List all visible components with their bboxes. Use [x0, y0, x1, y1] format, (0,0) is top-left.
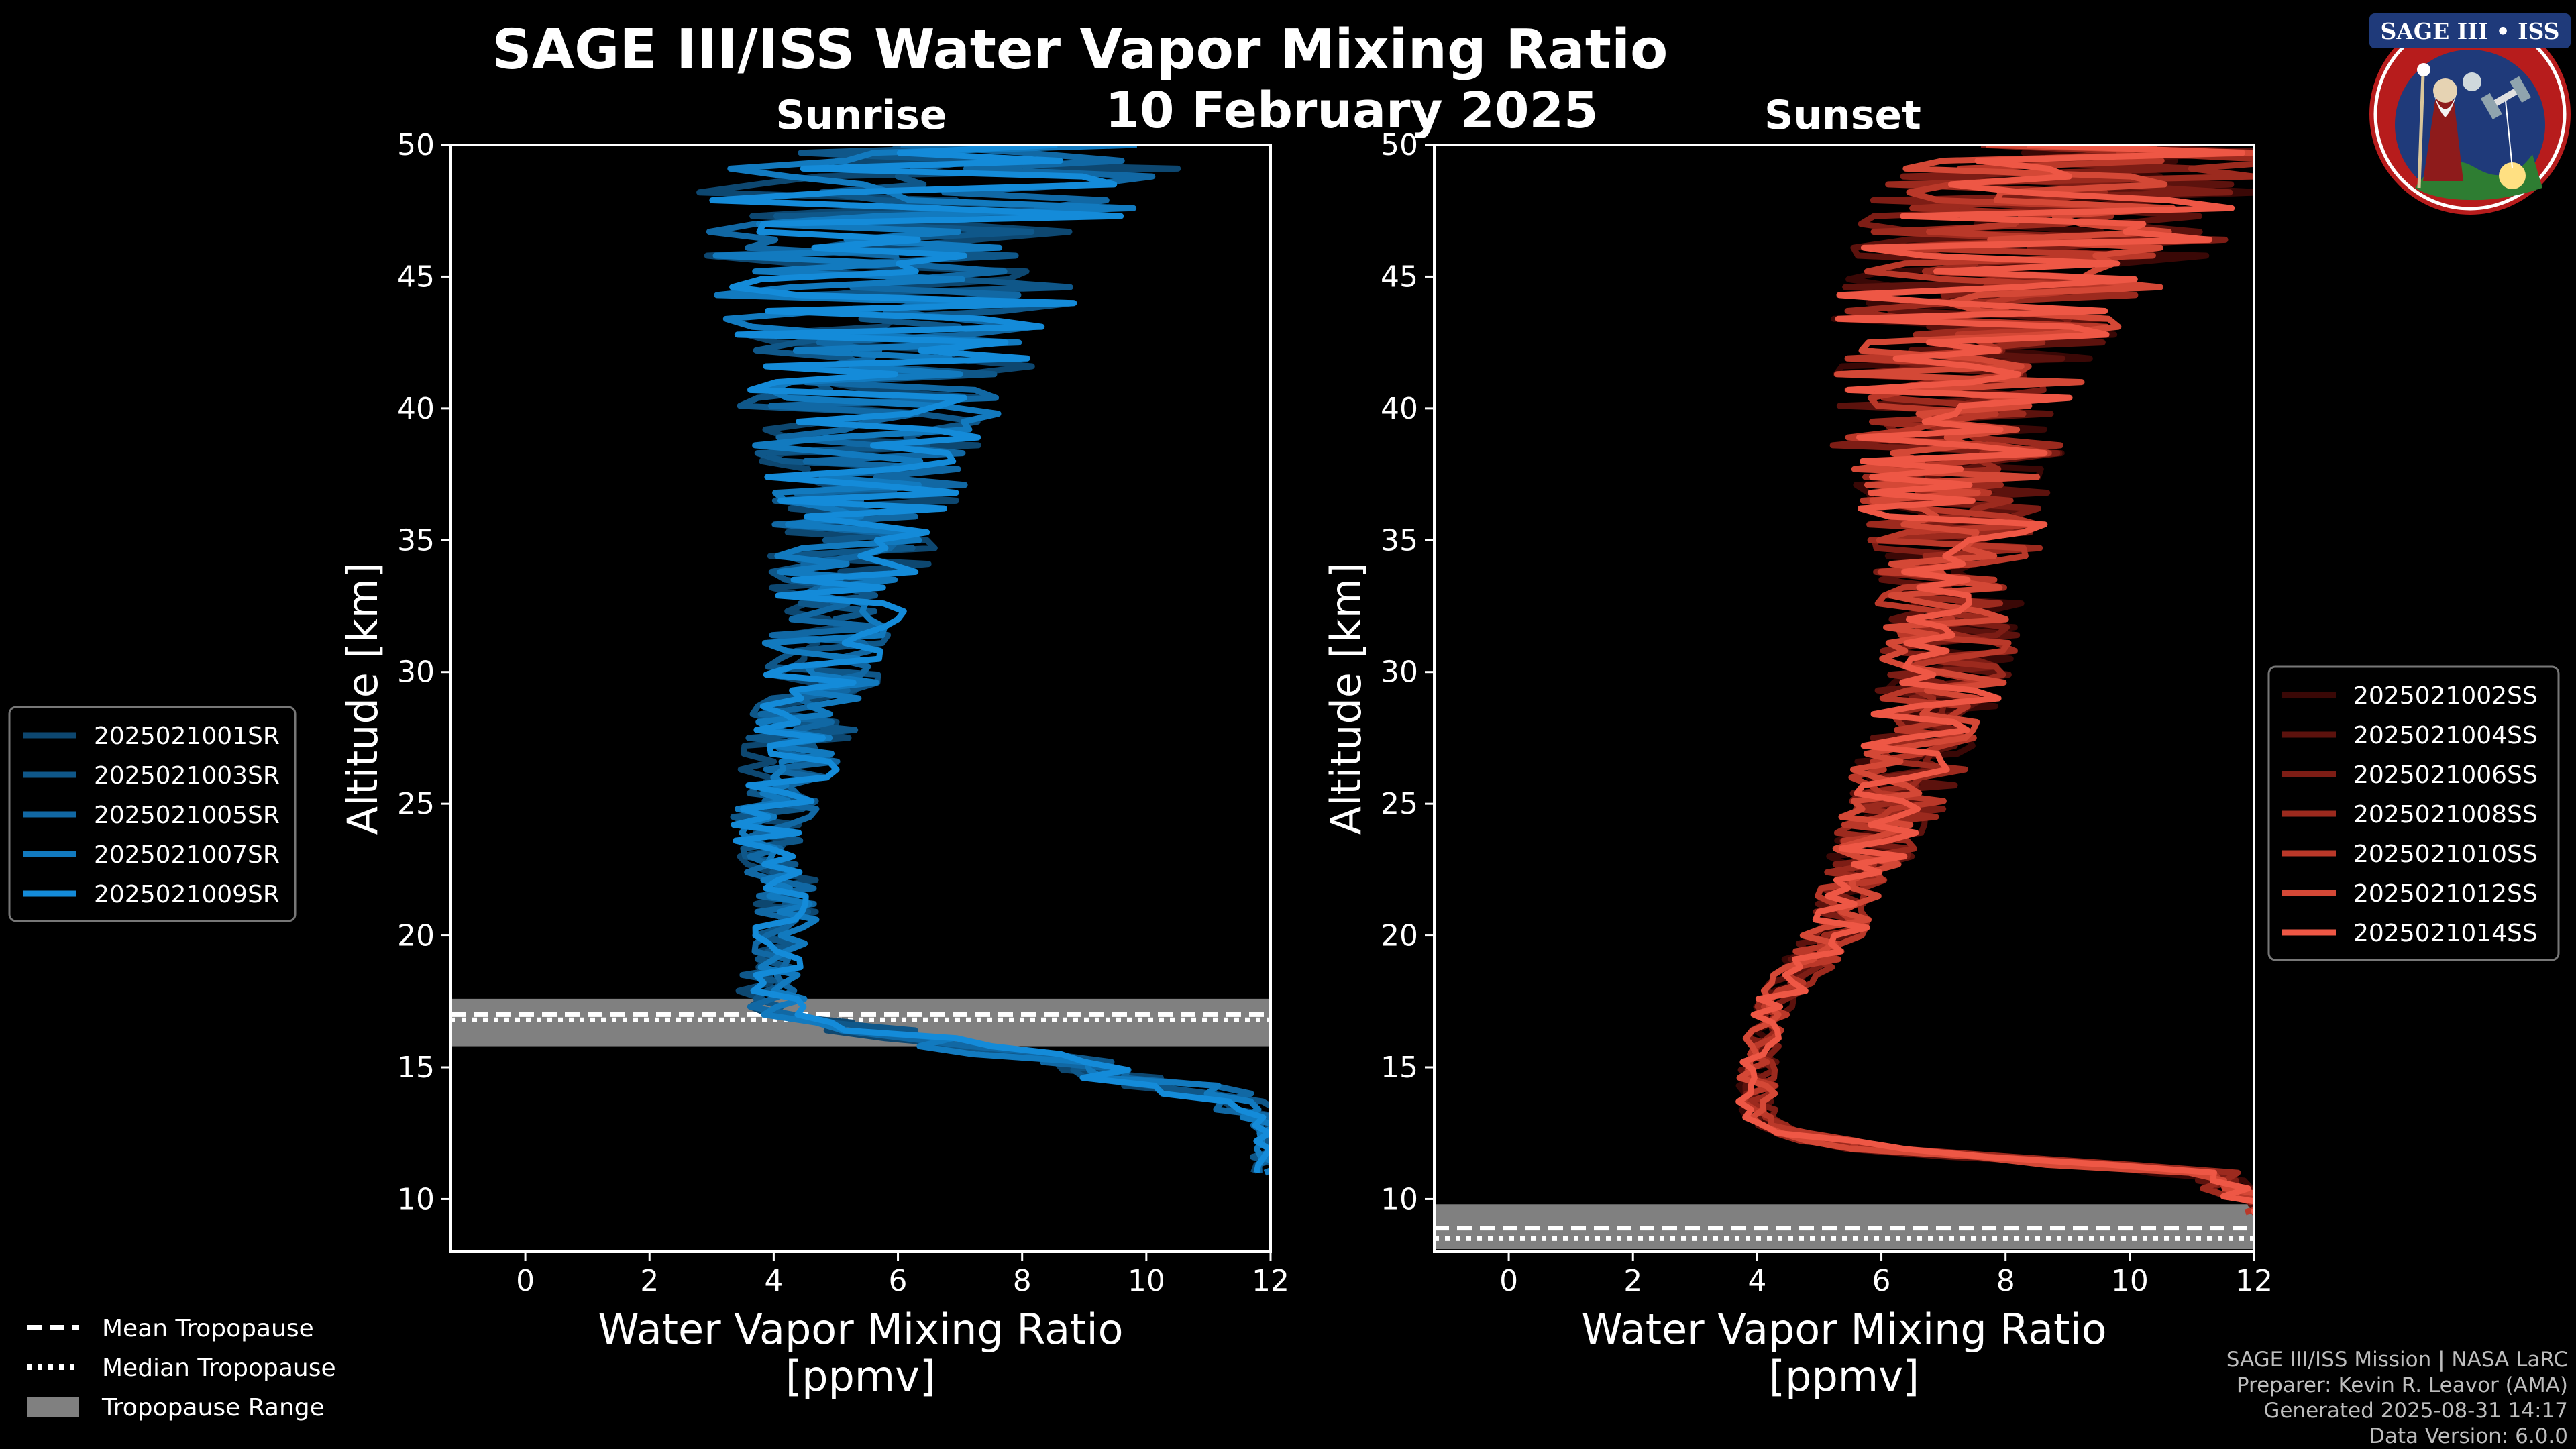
legend-label-2025021005SR: 2025021005SR — [94, 802, 280, 829]
legend-label-2025021009SR: 2025021009SR — [94, 881, 280, 908]
legend-frame — [8, 706, 297, 922]
credit-mission: SAGE III/ISS Mission | NASA LaRC — [2226, 1348, 2568, 1372]
legend-label-2025021012SS: 2025021012SS — [2353, 880, 2538, 908]
tropopause-range-legend-label: Tropopause Range — [101, 1394, 325, 1421]
x-tick-label: 10 — [1128, 1264, 1165, 1298]
x-tick-label: 0 — [1499, 1264, 1518, 1298]
x-tick-label: 6 — [1872, 1264, 1891, 1298]
legend-label-2025021002SS: 2025021002SS — [2353, 682, 2538, 710]
y-tick-label: 50 — [397, 128, 435, 162]
tropopause-range-legend-swatch — [27, 1397, 79, 1417]
series-line-2025021012SS — [1736, 145, 2254, 1197]
x-tick-label: 12 — [2235, 1264, 2273, 1298]
sunrise-y-axis-label: Altitude [km] — [338, 562, 387, 835]
chart-date: 10 February 2025 — [1105, 82, 1598, 140]
sunrise-axes-frame — [449, 144, 1272, 1253]
tropopause-range-band — [451, 998, 1271, 1046]
credit-data-version: Data Version: 6.0.0 — [2369, 1424, 2568, 1448]
sunset-legend: 2025021002SS 2025021004SS 2025021006SS 2025… — [2267, 665, 2560, 961]
y-tick-label: 25 — [397, 787, 435, 821]
sunset-plot-area — [1434, 145, 2254, 1252]
legend-label-2025021004SS: 2025021004SS — [2353, 722, 2538, 749]
y-tick-label: 25 — [1381, 787, 1418, 821]
credit-generated: Generated 2025-08-31 14:17 — [2263, 1399, 2568, 1423]
x-tick-label: 8 — [1996, 1264, 2015, 1298]
y-tick-label: 45 — [397, 260, 435, 294]
sunset-panel: 0 2 4 6 8 10 12 10 15 20 25 30 35 40 45 50 Water Vapor… — [1322, 128, 2273, 1401]
logo-sun-icon — [2499, 162, 2526, 189]
series-line-2025021014SS — [1735, 145, 2254, 1216]
x-tick-label: 2 — [640, 1264, 659, 1298]
legend-label-2025021014SS: 2025021014SS — [2353, 920, 2538, 947]
x-tick-label: 12 — [1252, 1264, 1289, 1298]
credit-preparer: Preparer: Kevin R. Leavor (AMA) — [2237, 1373, 2568, 1397]
median-tropopause-legend-label: Median Tropopause — [102, 1354, 336, 1382]
sunrise-panel: 0 2 4 6 8 10 12 10 15 20 25 30 35 40 45 50 Water Vapor… — [338, 128, 1289, 1401]
logo-staff-orb-icon — [2417, 63, 2430, 76]
y-tick-label: 30 — [397, 655, 435, 690]
x-tick-label: 2 — [1623, 1264, 1642, 1298]
y-tick-label: 40 — [397, 392, 435, 426]
legend-label-2025021010SS: 2025021010SS — [2353, 841, 2538, 868]
logo-text: SAGE III • ISS — [2380, 18, 2559, 44]
x-tick-label: 8 — [1013, 1264, 1032, 1298]
legend-label-2025021008SS: 2025021008SS — [2353, 801, 2538, 828]
series-line-2025021009SR — [709, 145, 1271, 1174]
legend-label-2025021003SR: 2025021003SR — [94, 762, 280, 790]
y-tick-label: 15 — [397, 1051, 435, 1085]
y-tick-label: 20 — [397, 919, 435, 953]
tropopause-range-band — [1434, 1204, 2254, 1250]
y-tick-label: 10 — [1381, 1182, 1418, 1216]
legend-frame — [2267, 665, 2560, 961]
sunset-x-axis-label-units: [ppmv] — [1769, 1352, 1919, 1401]
y-tick-label: 10 — [397, 1182, 435, 1216]
legend-label-2025021006SS: 2025021006SS — [2353, 761, 2538, 789]
y-tick-label: 40 — [1381, 392, 1418, 426]
logo-banner — [2369, 13, 2571, 48]
y-tick-label: 20 — [1381, 919, 1418, 953]
sunset-axes-frame — [1433, 144, 2255, 1253]
credits: SAGE III/ISS Mission | NASA LaRC Prepare… — [2226, 1348, 2568, 1448]
y-tick-label: 35 — [1381, 523, 1418, 557]
x-tick-label: 4 — [764, 1264, 783, 1298]
logo-moon-icon — [2463, 72, 2481, 91]
logo-figure-robe-icon — [2423, 91, 2463, 181]
legend-label-2025021001SR: 2025021001SR — [94, 722, 280, 750]
logo-figure-head-icon — [2433, 78, 2457, 103]
chart-title: SAGE III/ISS Water Vapor Mixing Ratio — [492, 18, 1668, 82]
x-tick-label: 6 — [889, 1264, 908, 1298]
y-tick-label: 45 — [1381, 260, 1418, 294]
sunset-y-axis-label: Altitude [km] — [1322, 562, 1371, 835]
logo-staff-icon — [2417, 73, 2425, 189]
logo-space-station-icon — [2480, 76, 2532, 168]
tropopause-legend: Mean Tropopause Median Tropopause Tropop… — [27, 1315, 336, 1421]
x-tick-label: 10 — [2111, 1264, 2149, 1298]
y-tick-label: 30 — [1381, 655, 1418, 690]
sage-iii-iss-mission-logo: SAGE III • ISS — [2369, 13, 2571, 215]
x-tick-label: 0 — [516, 1264, 535, 1298]
sunrise-x-axis-label-units: [ppmv] — [786, 1352, 936, 1401]
y-tick-label: 15 — [1381, 1051, 1418, 1085]
logo-figure-beard-icon — [2434, 94, 2457, 117]
sunrise-legend: 2025021001SR 2025021003SR 2025021005SR 2025… — [8, 706, 297, 922]
legend-label-2025021007SR: 2025021007SR — [94, 841, 280, 869]
mean-tropopause-legend-label: Mean Tropopause — [102, 1315, 314, 1342]
x-tick-label: 4 — [1748, 1264, 1766, 1298]
y-tick-label: 50 — [1381, 128, 1418, 162]
y-tick-label: 35 — [397, 523, 435, 557]
sunset-x-axis-label: Water Vapor Mixing Ratio — [1581, 1305, 2106, 1354]
sunrise-x-axis-label: Water Vapor Mixing Ratio — [598, 1305, 1123, 1354]
sunset-panel-title: Sunset — [1764, 92, 1921, 139]
sunrise-panel-title: Sunrise — [775, 92, 947, 139]
